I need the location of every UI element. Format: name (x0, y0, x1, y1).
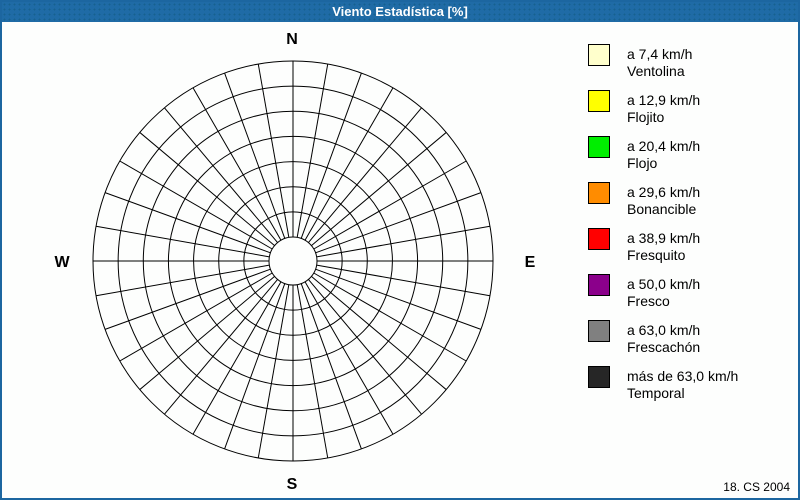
footer-text: 18. CS 2004 (723, 480, 790, 494)
legend-swatch (588, 44, 610, 66)
grid-spoke (164, 279, 278, 415)
legend-item: a 29,6 km/h Bonancible (588, 182, 738, 228)
grid-spoke (192, 281, 282, 435)
legend-item: a 63,0 km/h Frescachón (588, 320, 738, 366)
legend-text: a 12,9 km/h Flojito (627, 90, 700, 126)
legend-swatch (588, 182, 610, 204)
grid-spoke (257, 284, 290, 459)
legend-category: Bonancible (627, 201, 697, 217)
legend-swatch (588, 228, 610, 250)
legend-text: a 7,4 km/h Ventolina (627, 44, 692, 80)
grid-spoke (224, 72, 286, 239)
legend-text: a 20,4 km/h Flojo (627, 136, 700, 172)
legend-speed: a 38,9 km/h (627, 230, 701, 246)
grid-spoke (296, 63, 329, 238)
wind-rose-grid (92, 60, 494, 462)
titlebar: Viento Estadística [%] (2, 2, 798, 22)
legend-text: a 38,9 km/h Fresquito (627, 228, 700, 264)
compass-label-west: W (54, 254, 70, 271)
compass-label-east: E (524, 254, 536, 271)
grid-spoke (304, 281, 394, 435)
grid-spoke (313, 160, 467, 250)
legend-swatch (588, 90, 610, 112)
grid-spoke (192, 87, 282, 241)
legend-item: a 38,9 km/h Fresquito (588, 228, 738, 274)
legend-category: Fresquito (627, 247, 686, 263)
grid-spoke (313, 272, 467, 362)
grid-inner-circle (268, 236, 318, 286)
legend-speed: a 7,4 km/h (627, 46, 693, 62)
grid-spoke (300, 283, 362, 450)
grid-spoke (104, 268, 271, 330)
grid-spoke (95, 225, 270, 258)
grid-spoke (95, 264, 270, 297)
grid-spoke (119, 272, 273, 362)
legend-category: Flojito (627, 109, 665, 125)
legend-speed: más de 63,0 km/h (627, 368, 739, 384)
legend-text: a 29,6 km/h Bonancible (627, 182, 700, 218)
legend-item: a 20,4 km/h Flojo (588, 136, 738, 182)
grid-spoke (315, 192, 482, 254)
legend-category: Temporal (627, 385, 685, 401)
window-title: Viento Estadística [%] (332, 4, 468, 19)
grid-spoke (304, 87, 394, 241)
chart-area: N E S W a 7,4 km/h Ventolina a 12,9 km/h Fl… (2, 22, 798, 498)
compass-label-south: S (286, 476, 298, 493)
legend-swatch (588, 136, 610, 158)
legend-text: a 63,0 km/h Frescachón (627, 320, 700, 356)
grid-spoke (315, 268, 482, 330)
grid-spoke (300, 72, 362, 239)
legend-item: a 7,4 km/h Ventolina (588, 44, 738, 90)
grid-spoke (311, 132, 447, 246)
legend-swatch (588, 320, 610, 342)
legend-text: a 50,0 km/h Fresco (627, 274, 700, 310)
legend-speed: a 50,0 km/h (627, 276, 701, 292)
legend-item: más de 63,0 km/h Temporal (588, 366, 738, 412)
grid-spoke (296, 284, 329, 459)
legend-category: Frescachón (627, 339, 701, 355)
grid-spoke (164, 107, 278, 243)
legend-item: a 50,0 km/h Fresco (588, 274, 738, 320)
legend-category: Ventolina (627, 63, 685, 79)
legend-speed: a 63,0 km/h (627, 322, 701, 338)
legend-item: a 12,9 km/h Flojito (588, 90, 738, 136)
legend-text: más de 63,0 km/h Temporal (627, 366, 738, 402)
grid-spoke (308, 279, 422, 415)
legend-speed: a 29,6 km/h (627, 184, 701, 200)
legend-swatch (588, 366, 610, 388)
legend: a 7,4 km/h Ventolina a 12,9 km/h Flojito a 2… (588, 44, 738, 412)
grid-spoke (139, 132, 275, 246)
grid-spoke (257, 63, 290, 238)
compass-label-north: N (286, 31, 298, 48)
grid-spoke (308, 107, 422, 243)
grid-spoke (139, 276, 275, 390)
legend-swatch (588, 274, 610, 296)
grid-spoke (119, 160, 273, 250)
grid-spoke (104, 192, 271, 254)
legend-speed: a 12,9 km/h (627, 92, 701, 108)
grid-spoke (224, 283, 286, 450)
legend-category: Flojo (627, 155, 658, 171)
grid-spoke (316, 264, 491, 297)
legend-category: Fresco (627, 293, 670, 309)
legend-speed: a 20,4 km/h (627, 138, 701, 154)
grid-spoke (316, 225, 491, 258)
grid-spoke (311, 276, 447, 390)
